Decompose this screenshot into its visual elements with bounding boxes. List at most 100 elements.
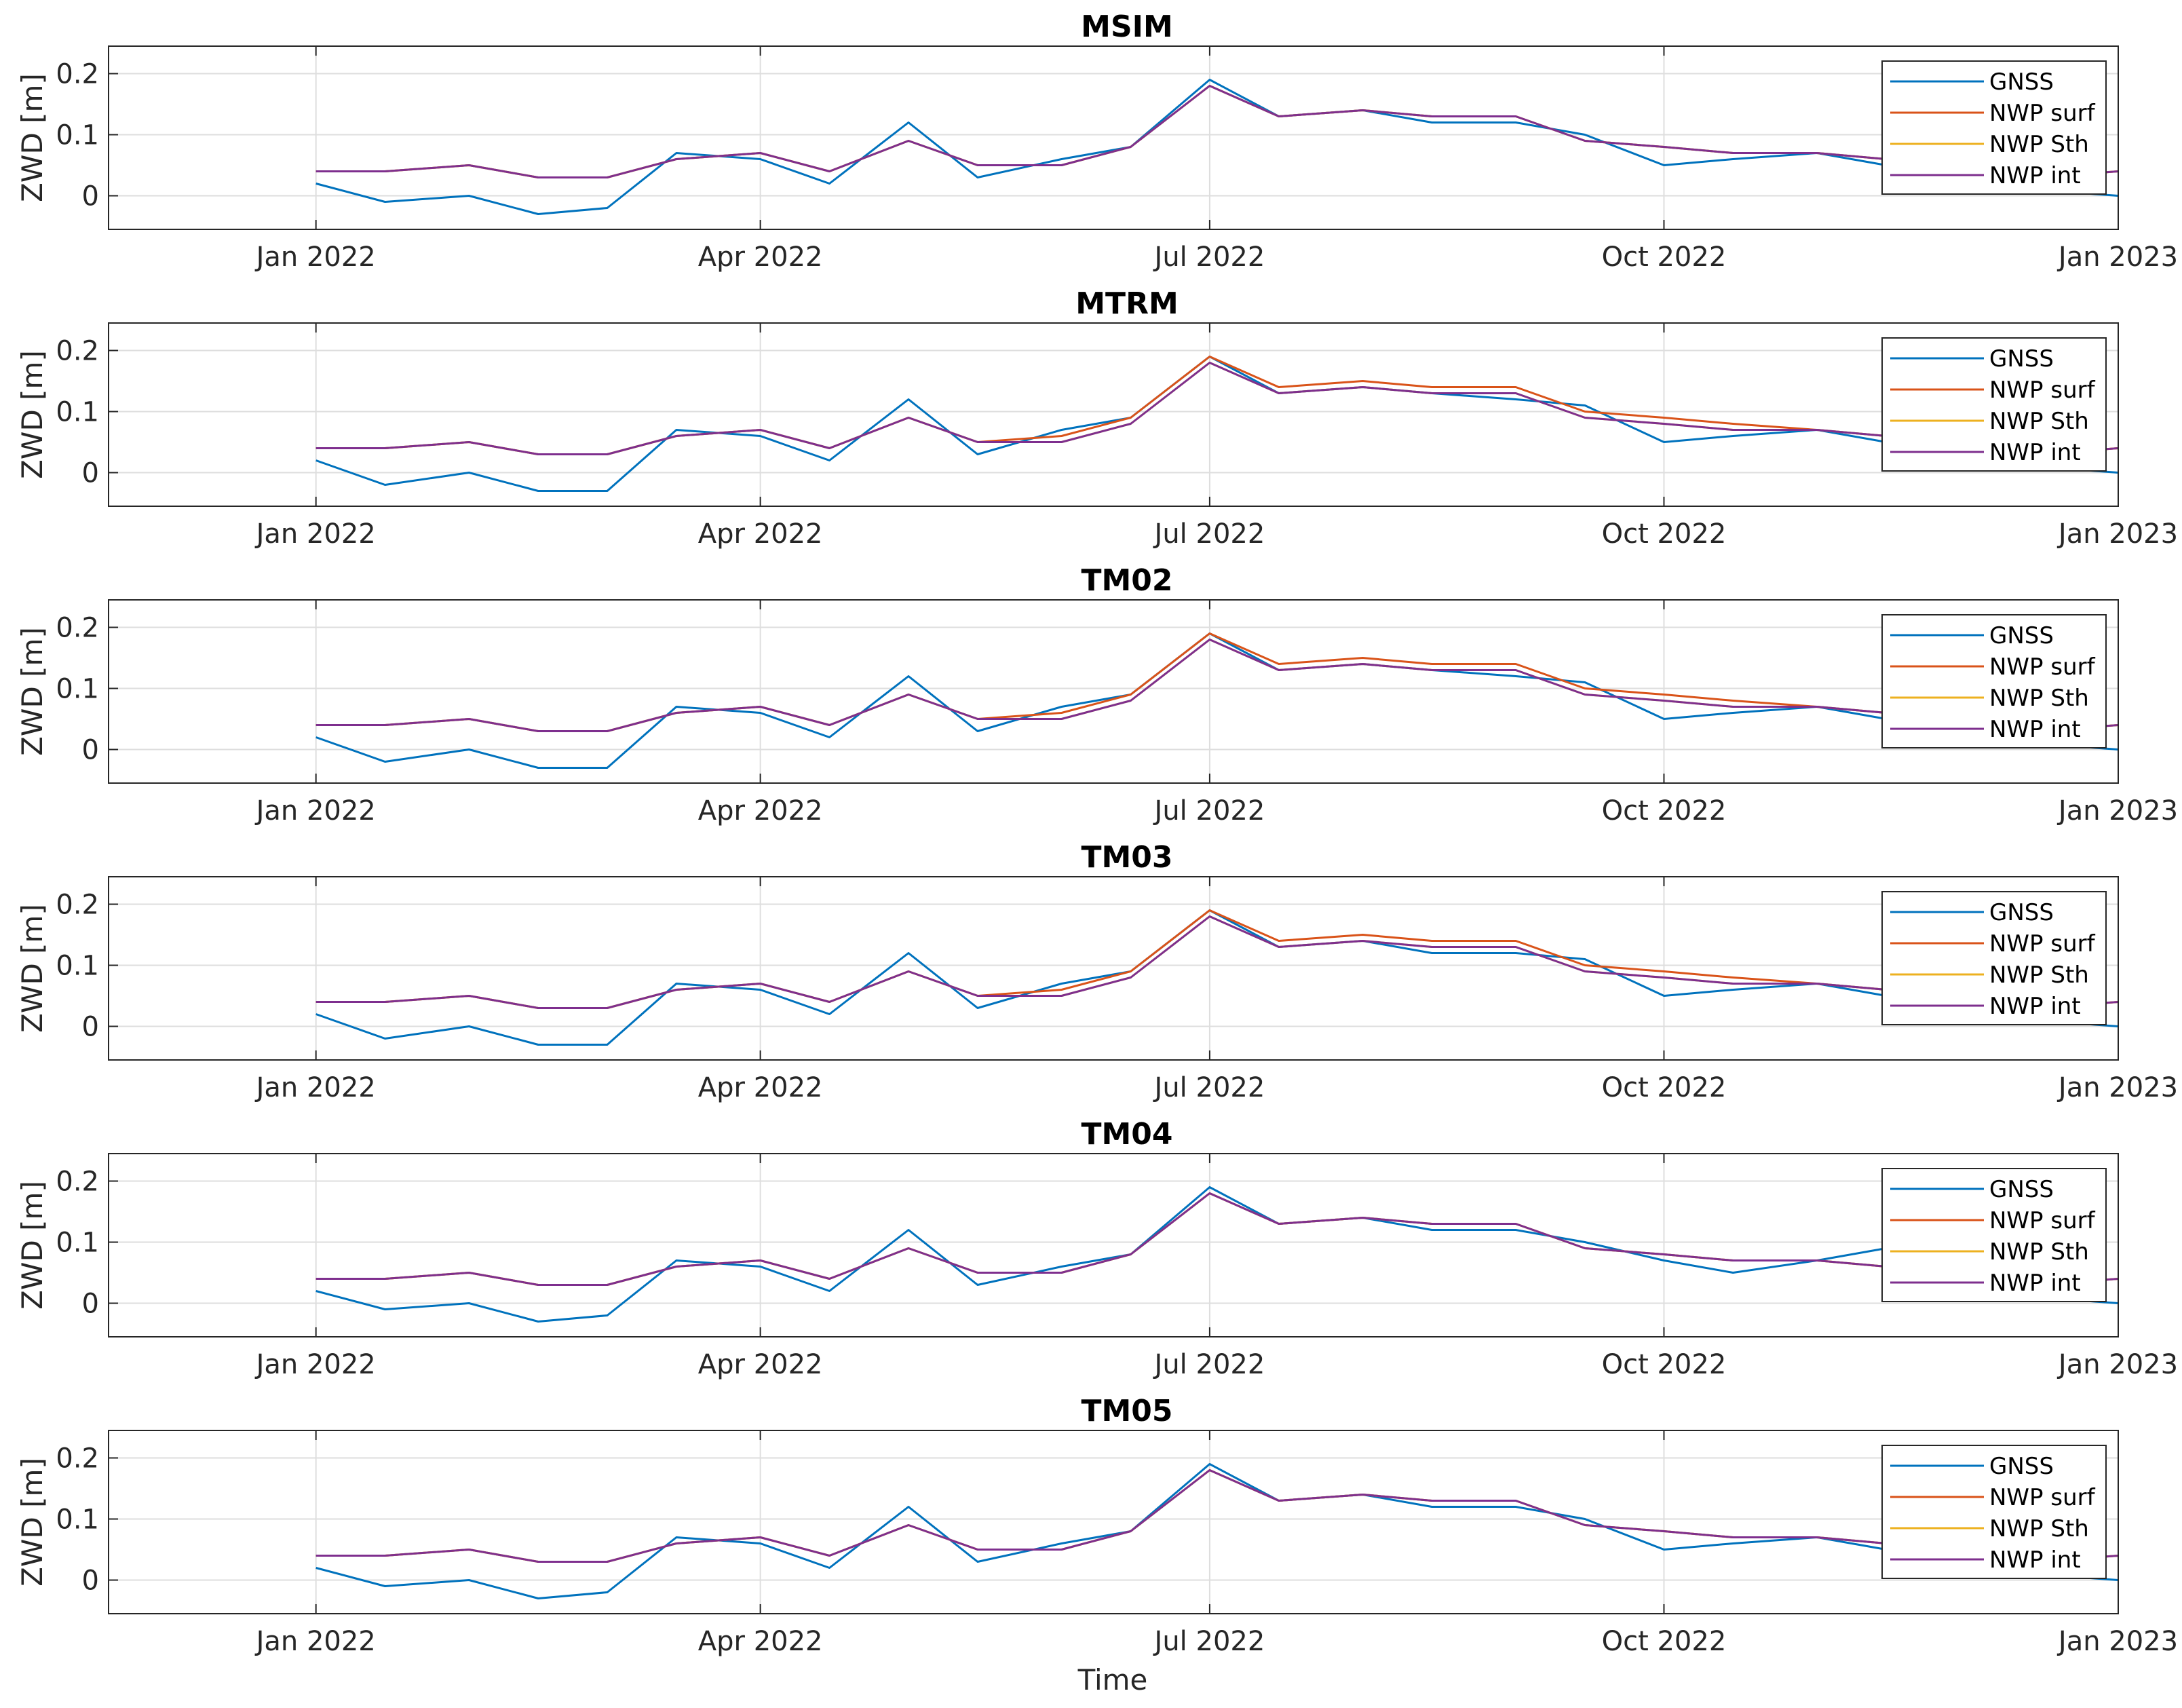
legend-entry: GNSS xyxy=(1989,899,2054,926)
x-tick-label: Apr 2022 xyxy=(698,242,823,273)
y-axis-label: ZWD [m] xyxy=(16,350,49,479)
legend-box xyxy=(1881,1168,2107,1302)
x-tick-label: Apr 2022 xyxy=(698,1072,823,1103)
x-tick-label: Jul 2022 xyxy=(1153,1626,1265,1657)
x-tick-label: Jul 2022 xyxy=(1153,242,1265,273)
y-tick-label: 0.2 xyxy=(56,613,99,644)
y-axis-label: ZWD [m] xyxy=(16,1458,49,1587)
legend-entry: NWP int xyxy=(1989,162,2081,189)
legend-entry: NWP Sth xyxy=(1989,1238,2089,1266)
x-tick-label: Apr 2022 xyxy=(698,518,823,550)
y-tick-label: 0.1 xyxy=(56,397,99,428)
legend: GNSS NWP surf NWP Sth NWP int xyxy=(1881,337,2107,472)
legend-entry: NWP Sth xyxy=(1989,962,2089,989)
legend-entry: NWP Sth xyxy=(1989,1515,2089,1542)
x-tick-label: Jan 2022 xyxy=(254,242,376,273)
y-tick-label: 0.2 xyxy=(56,336,99,367)
y-tick-label: 0.2 xyxy=(56,890,99,921)
legend-entry: NWP int xyxy=(1989,1546,2081,1574)
series-line-nwp-int xyxy=(315,915,2118,1009)
x-tick-label: Apr 2022 xyxy=(698,795,823,827)
panel-tm04: Jan 2022 Apr 2022 Jul 2022 Oct 2022 Jan 2023… xyxy=(16,1117,2178,1380)
axes-frame xyxy=(108,1430,2119,1614)
y-axis-label: ZWD [m] xyxy=(16,627,49,756)
y-tick-label: 0 xyxy=(82,458,99,489)
x-tick-label: Oct 2022 xyxy=(1602,795,1727,827)
legend-entry: GNSS xyxy=(1989,1176,2054,1203)
x-tick-label: Jan 2023 xyxy=(2056,1072,2178,1103)
y-tick-label: 0.1 xyxy=(56,120,99,151)
legend-entry: GNSS xyxy=(1989,345,2054,373)
x-tick-label: Apr 2022 xyxy=(698,1349,823,1380)
legend: GNSS NWP surf NWP Sth NWP int xyxy=(1881,60,2107,195)
legend-entry: NWP surf xyxy=(1989,1207,2096,1234)
x-tick-label: Oct 2022 xyxy=(1602,518,1727,550)
legend-entry: NWP surf xyxy=(1989,377,2096,404)
x-tick-label: Jan 2022 xyxy=(254,518,376,550)
legend-entry: GNSS xyxy=(1989,69,2054,96)
x-tick-label: Jul 2022 xyxy=(1153,518,1265,550)
legend-entry: NWP Sth xyxy=(1989,131,2089,158)
series-group xyxy=(315,356,2118,492)
y-tick-label: 0.1 xyxy=(56,1504,99,1536)
axes-frame xyxy=(108,1153,2119,1337)
legend-entry: GNSS xyxy=(1989,622,2054,649)
panel-title: MTRM xyxy=(1075,286,1178,321)
panel-title: TM02 xyxy=(1081,563,1172,598)
legend-box xyxy=(1881,60,2107,195)
legend-box xyxy=(1881,1445,2107,1579)
x-tick-label: Apr 2022 xyxy=(698,1626,823,1657)
series-line-nwp-int xyxy=(315,1469,2118,1563)
legend-box xyxy=(1881,891,2107,1025)
legend: GNSS NWP surf NWP Sth NWP int xyxy=(1881,614,2107,748)
y-tick-label: 0.2 xyxy=(56,59,99,90)
legend-entry: NWP Sth xyxy=(1989,408,2089,435)
legend-entry: NWP surf xyxy=(1989,1484,2096,1511)
panel-title: TM04 xyxy=(1081,1117,1172,1152)
legend-entry: NWP int xyxy=(1989,1270,2081,1297)
panel-msim: Jan 2022 Apr 2022 Jul 2022 Oct 2022 Jan 2023… xyxy=(16,10,2178,273)
x-tick-label: Jan 2022 xyxy=(254,1626,376,1657)
x-tick-label: Oct 2022 xyxy=(1602,1072,1727,1103)
legend-box xyxy=(1881,337,2107,472)
series-group xyxy=(315,79,2118,215)
series-line-nwp-int xyxy=(315,85,2118,178)
x-tick-label: Jan 2023 xyxy=(2056,518,2178,550)
y-tick-label: 0 xyxy=(82,1012,99,1043)
panel-tm02: Jan 2022 Apr 2022 Jul 2022 Oct 2022 Jan 2023… xyxy=(16,563,2178,827)
legend-entry: NWP int xyxy=(1989,716,2081,743)
x-tick-label: Jan 2023 xyxy=(2056,1349,2178,1380)
axes-frame xyxy=(108,599,2119,784)
x-tick-label: Oct 2022 xyxy=(1602,242,1727,273)
x-tick-label: Jul 2022 xyxy=(1153,1349,1265,1380)
series-line-nwp-int xyxy=(315,639,2118,732)
legend-box xyxy=(1881,614,2107,748)
series-group xyxy=(315,1186,2118,1323)
x-tick-label: Jan 2022 xyxy=(254,1072,376,1103)
y-axis-label: ZWD [m] xyxy=(16,73,49,202)
series-line-nwp-int xyxy=(315,1192,2118,1286)
x-tick-label: Oct 2022 xyxy=(1602,1626,1727,1657)
axes-frame xyxy=(108,876,2119,1061)
x-tick-label: Jul 2022 xyxy=(1153,1072,1265,1103)
x-tick-label: Oct 2022 xyxy=(1602,1349,1727,1380)
x-tick-label: Jan 2022 xyxy=(254,1349,376,1380)
y-tick-label: 0 xyxy=(82,1289,99,1320)
x-tick-label: Jan 2023 xyxy=(2056,242,2178,273)
panel-title: MSIM xyxy=(1081,10,1173,44)
y-axis-label: ZWD [m] xyxy=(16,1181,49,1310)
legend: GNSS NWP surf NWP Sth NWP int xyxy=(1881,1445,2107,1579)
panels: Jan 2022 Apr 2022 Jul 2022 Oct 2022 Jan 2023… xyxy=(16,10,2178,1657)
legend-entry: NWP surf xyxy=(1989,100,2096,127)
axes-frame xyxy=(108,45,2119,230)
series-line-nwp-int xyxy=(315,362,2118,455)
legend-entry: NWP int xyxy=(1989,993,2081,1020)
legend-entry: NWP Sth xyxy=(1989,685,2089,712)
y-tick-label: 0 xyxy=(82,735,99,766)
x-tick-label: Jan 2023 xyxy=(2056,1626,2178,1657)
panel-tm03: Jan 2022 Apr 2022 Jul 2022 Oct 2022 Jan 2023… xyxy=(16,840,2178,1103)
series-group xyxy=(315,909,2118,1046)
x-tick-label: Jan 2023 xyxy=(2056,795,2178,827)
series-group xyxy=(315,1463,2118,1599)
